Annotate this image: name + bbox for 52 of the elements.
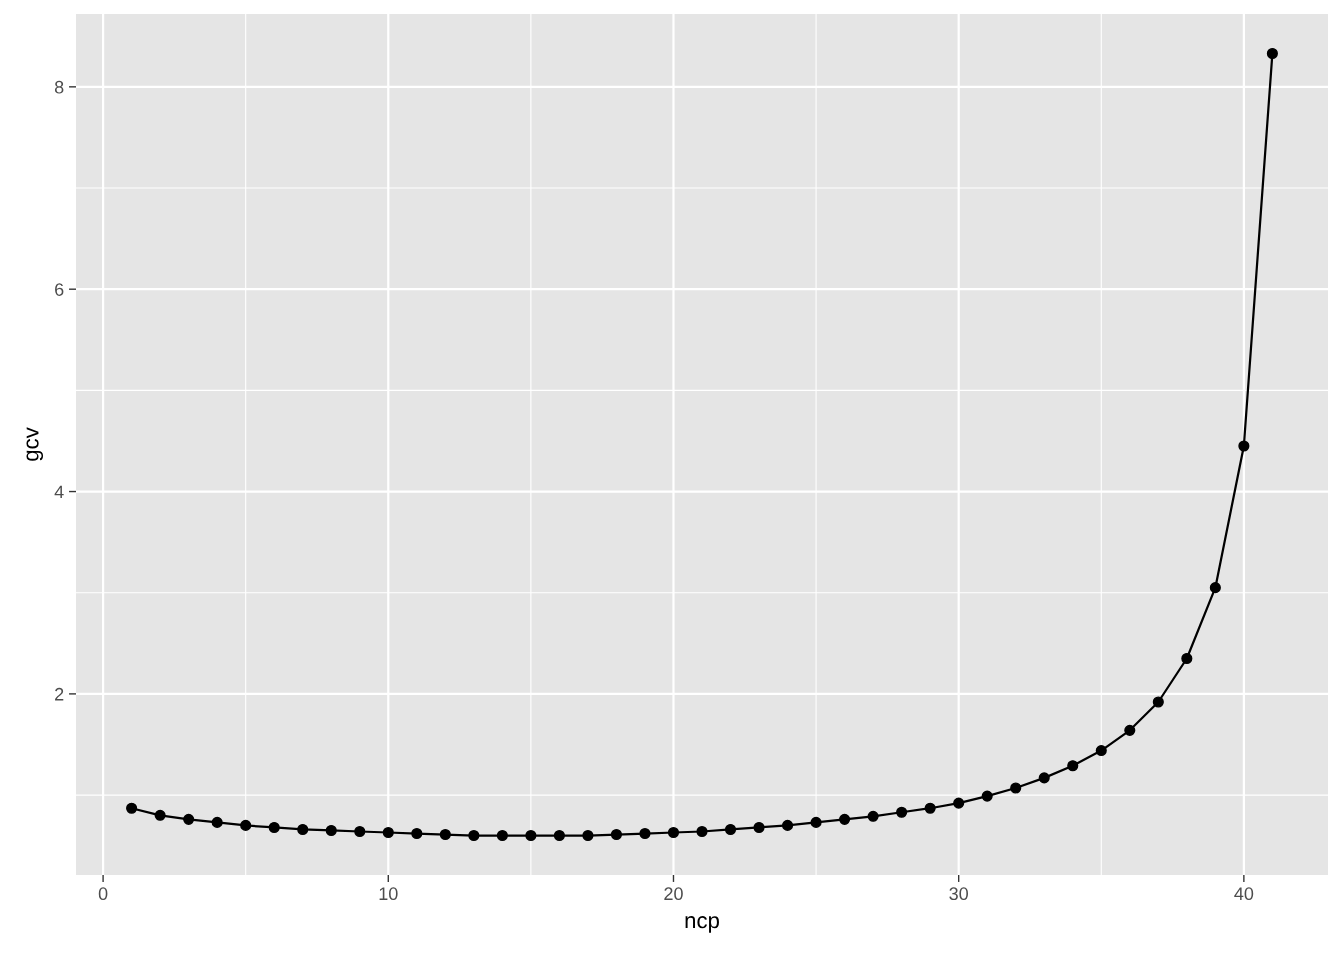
- point: [468, 829, 480, 842]
- point: [696, 825, 708, 838]
- point: [753, 821, 765, 834]
- point: [582, 829, 594, 842]
- x-tick-label: 20: [664, 887, 683, 901]
- point: [924, 802, 936, 814]
- y-tick-label: 8: [54, 80, 64, 94]
- y-axis-title: gcv: [26, 427, 44, 461]
- x-axis-title: ncp: [685, 916, 719, 933]
- point: [126, 802, 138, 814]
- point: [1124, 724, 1136, 736]
- point: [810, 816, 822, 828]
- point: [1238, 440, 1250, 452]
- point: [782, 819, 794, 831]
- point: [1152, 696, 1164, 708]
- point: [667, 826, 680, 839]
- point: [154, 809, 166, 821]
- point: [553, 829, 565, 842]
- point: [211, 816, 223, 828]
- point: [839, 813, 851, 825]
- x-tick-label: 0: [98, 887, 108, 901]
- point: [610, 828, 622, 841]
- point: [639, 827, 651, 840]
- point: [1010, 782, 1022, 794]
- point: [496, 829, 508, 842]
- point: [1209, 582, 1221, 594]
- point: [439, 828, 451, 841]
- point: [896, 806, 908, 818]
- point: [354, 825, 366, 838]
- y-tick-label: 6: [55, 283, 64, 296]
- point: [1181, 652, 1193, 665]
- point: [325, 824, 337, 837]
- x-tick-label: 40: [1234, 887, 1254, 901]
- point: [1095, 744, 1107, 757]
- point: [1038, 772, 1050, 784]
- point: [1266, 47, 1278, 60]
- y-tick-label: 4: [54, 485, 64, 499]
- point: [411, 827, 423, 840]
- point: [1067, 760, 1079, 772]
- point: [525, 829, 537, 842]
- point: [183, 813, 195, 825]
- x-tick-label: 30: [949, 887, 969, 901]
- point: [297, 823, 309, 836]
- point: [382, 826, 394, 839]
- point: [953, 797, 965, 809]
- x-tick-label: 10: [379, 887, 398, 901]
- point: [724, 823, 737, 836]
- point: [268, 821, 280, 834]
- y-tick-label: 2: [55, 687, 64, 701]
- point: [981, 790, 993, 802]
- point: [240, 819, 252, 831]
- point: [867, 810, 879, 822]
